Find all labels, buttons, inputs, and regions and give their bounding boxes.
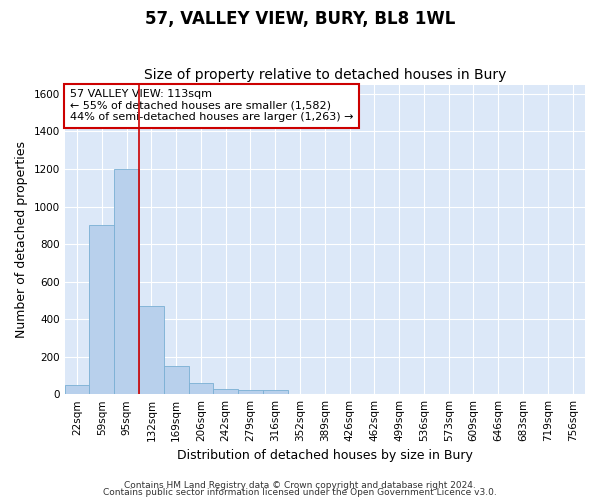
Bar (214, 388, 238, 394)
X-axis label: Distribution of detached houses by size in Bury: Distribution of detached houses by size … (177, 450, 473, 462)
Bar (139, 306, 164, 394)
Bar (263, 390, 287, 394)
Y-axis label: Number of detached properties: Number of detached properties (15, 141, 28, 338)
Bar (114, 169, 139, 394)
Bar (188, 383, 214, 394)
Text: Contains public sector information licensed under the Open Government Licence v3: Contains public sector information licen… (103, 488, 497, 497)
Title: Size of property relative to detached houses in Bury: Size of property relative to detached ho… (143, 68, 506, 82)
Bar (65, 385, 89, 394)
Bar (89, 226, 114, 394)
Text: 57, VALLEY VIEW, BURY, BL8 1WL: 57, VALLEY VIEW, BURY, BL8 1WL (145, 10, 455, 28)
Text: Contains HM Land Registry data © Crown copyright and database right 2024.: Contains HM Land Registry data © Crown c… (124, 480, 476, 490)
Bar (238, 390, 263, 394)
Bar (164, 366, 188, 394)
Text: 57 VALLEY VIEW: 113sqm
← 55% of detached houses are smaller (1,582)
44% of semi-: 57 VALLEY VIEW: 113sqm ← 55% of detached… (70, 89, 353, 122)
